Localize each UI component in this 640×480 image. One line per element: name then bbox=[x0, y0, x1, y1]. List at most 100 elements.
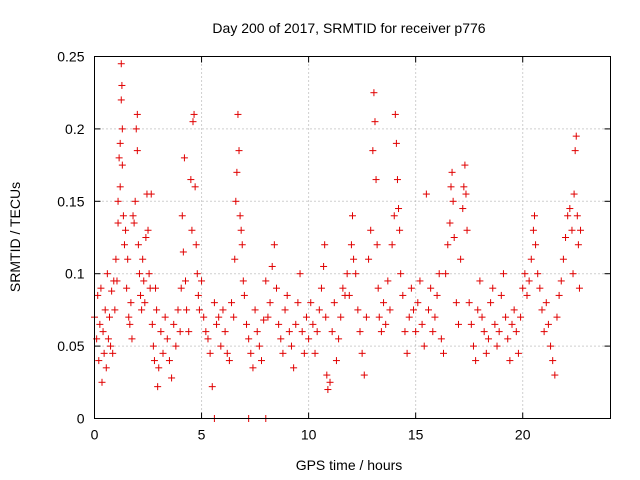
data-point bbox=[144, 226, 152, 234]
data-point bbox=[575, 284, 583, 292]
data-point bbox=[103, 270, 111, 278]
data-point bbox=[504, 335, 512, 343]
data-point bbox=[429, 328, 437, 336]
data-point bbox=[345, 291, 353, 299]
data-point bbox=[161, 313, 169, 321]
data-point bbox=[403, 349, 411, 357]
data-point bbox=[367, 226, 375, 234]
plot-frame bbox=[94, 56, 611, 419]
data-point bbox=[422, 190, 430, 198]
data-point bbox=[374, 284, 382, 292]
data-point bbox=[317, 284, 325, 292]
data-point bbox=[491, 320, 499, 328]
data-point bbox=[119, 212, 127, 220]
data-point bbox=[116, 139, 124, 147]
data-point bbox=[294, 299, 302, 307]
data-point bbox=[474, 306, 482, 314]
data-point bbox=[221, 328, 229, 336]
data-point bbox=[163, 335, 171, 343]
data-point bbox=[478, 313, 486, 321]
data-point bbox=[236, 212, 244, 220]
data-point bbox=[343, 270, 351, 278]
data-point bbox=[332, 357, 340, 365]
data-point bbox=[200, 313, 208, 321]
data-point bbox=[311, 349, 319, 357]
data-point bbox=[508, 320, 516, 328]
data-point bbox=[198, 277, 206, 285]
x-tick-label: 0 bbox=[91, 427, 99, 443]
data-point bbox=[101, 306, 109, 314]
data-point bbox=[187, 176, 195, 184]
data-point bbox=[532, 241, 540, 249]
data-point bbox=[538, 306, 546, 314]
data-point bbox=[459, 205, 467, 213]
data-point bbox=[525, 277, 533, 285]
data-point bbox=[133, 147, 141, 155]
data-point bbox=[150, 357, 158, 365]
data-point bbox=[506, 357, 514, 365]
data-point bbox=[279, 349, 287, 357]
data-point bbox=[559, 255, 567, 263]
data-point bbox=[114, 197, 122, 205]
data-point bbox=[382, 320, 390, 328]
data-point bbox=[384, 277, 392, 285]
data-point bbox=[407, 284, 415, 292]
chart-title: Day 200 of 2017, SRMTID for receiver p77… bbox=[212, 20, 485, 36]
data-point bbox=[454, 320, 462, 328]
data-point bbox=[117, 96, 125, 104]
data-point bbox=[315, 306, 323, 314]
data-point bbox=[109, 349, 117, 357]
data-point bbox=[195, 306, 203, 314]
data-point bbox=[577, 226, 585, 234]
data-point bbox=[179, 248, 187, 256]
data-points bbox=[91, 60, 585, 422]
data-point bbox=[414, 299, 422, 307]
data-point bbox=[542, 299, 550, 307]
data-point bbox=[420, 342, 428, 350]
data-point bbox=[296, 270, 304, 278]
data-point bbox=[307, 299, 315, 307]
data-point bbox=[290, 364, 298, 372]
data-point bbox=[122, 226, 130, 234]
data-point bbox=[302, 313, 310, 321]
data-point bbox=[188, 226, 196, 234]
data-point bbox=[399, 291, 407, 299]
data-point bbox=[392, 139, 400, 147]
data-point bbox=[305, 335, 313, 343]
data-point bbox=[472, 357, 480, 365]
data-point bbox=[264, 313, 272, 321]
data-point bbox=[354, 306, 362, 314]
data-point bbox=[452, 299, 460, 307]
data-point bbox=[534, 270, 542, 278]
data-point bbox=[142, 234, 150, 241]
data-point bbox=[113, 277, 121, 285]
data-point bbox=[499, 270, 507, 278]
data-point bbox=[191, 183, 199, 191]
data-point bbox=[568, 226, 576, 234]
data-point bbox=[155, 364, 163, 372]
data-point bbox=[272, 284, 280, 292]
data-point bbox=[437, 335, 445, 343]
data-point bbox=[349, 212, 356, 220]
data-point bbox=[358, 349, 366, 357]
data-point bbox=[369, 147, 377, 155]
data-point bbox=[96, 320, 104, 328]
data-point bbox=[127, 299, 135, 307]
data-point bbox=[102, 364, 110, 372]
data-point bbox=[447, 183, 455, 191]
data-point bbox=[352, 270, 360, 278]
data-point bbox=[275, 320, 283, 328]
data-point bbox=[97, 284, 105, 292]
data-point bbox=[439, 349, 447, 357]
data-point bbox=[157, 328, 165, 336]
data-point bbox=[208, 383, 216, 391]
data-point bbox=[463, 226, 471, 234]
data-point bbox=[237, 226, 245, 234]
data-point bbox=[251, 306, 259, 314]
data-point bbox=[517, 313, 525, 321]
data-point bbox=[260, 316, 268, 324]
data-point bbox=[111, 306, 119, 314]
data-point bbox=[183, 306, 191, 314]
data-point bbox=[497, 291, 505, 299]
data-point bbox=[391, 110, 399, 118]
